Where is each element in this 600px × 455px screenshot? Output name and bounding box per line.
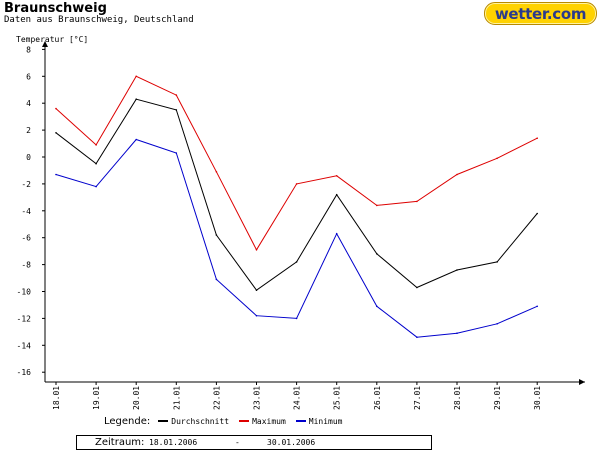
x-tick-label: 18.01	[52, 386, 61, 410]
y-tick-label: -10	[17, 288, 32, 297]
period-box: Zeitraum: 18.01.2006 - 30.01.2006	[76, 435, 432, 450]
y-tick-label: -12	[17, 314, 32, 323]
data-point-maximum	[135, 75, 137, 78]
data-point-minimum	[55, 173, 57, 176]
y-tick-label: -6	[21, 234, 31, 243]
y-tick-label: 8	[26, 45, 31, 54]
data-point-maximum	[376, 204, 378, 207]
x-tick-label: 19.01	[92, 386, 101, 410]
data-point-minimum	[416, 336, 418, 339]
period-label: Zeitraum:	[95, 437, 145, 448]
data-point-maximum	[536, 137, 538, 139]
data-point-minimum	[536, 305, 538, 308]
data-point-maximum	[215, 171, 218, 173]
period-from: 18.01.2006	[149, 438, 198, 447]
data-point-minimum	[496, 323, 498, 325]
data-point-minimum	[295, 317, 298, 320]
x-axis-arrow	[579, 379, 585, 385]
data-point-maximum	[255, 249, 258, 251]
data-point-minimum	[335, 232, 338, 235]
series-line-minimum	[55, 138, 538, 338]
data-point-maximum	[55, 107, 57, 110]
data-point-minimum	[175, 152, 178, 154]
legend-item-minimum: Minimum	[295, 416, 343, 426]
page-subtitle: Daten aus Braunschweig, Deutschland	[4, 15, 194, 25]
data-point-maximum	[295, 183, 298, 185]
y-axis-label: Temperatur [°C]	[16, 35, 89, 44]
data-point-maximum	[335, 175, 338, 177]
data-point-minimum	[456, 332, 458, 335]
data-point-durchschnitt	[295, 261, 298, 263]
data-point-durchschnitt	[416, 286, 418, 289]
x-tick-label: 22.01	[212, 386, 221, 410]
y-tick-label: 2	[26, 126, 31, 135]
y-tick-label: -2	[21, 180, 31, 189]
y-tick-label: 4	[26, 99, 31, 108]
data-point-durchschnitt	[255, 289, 258, 292]
x-tick-label: 27.01	[413, 386, 422, 410]
x-tick-label: 29.01	[493, 386, 502, 410]
legend-swatch-minimum	[295, 420, 306, 422]
data-point-minimum	[215, 278, 218, 281]
data-point-durchschnitt	[95, 162, 97, 165]
data-point-durchschnitt	[55, 132, 57, 134]
legend-item-durchschnitt: Durchschnitt	[158, 417, 229, 426]
period-separator: -	[235, 438, 240, 447]
data-point-maximum	[95, 144, 97, 146]
period-to: 30.01.2006	[267, 438, 316, 447]
y-tick-label: 6	[26, 72, 31, 81]
x-tick-label: 24.01	[293, 386, 302, 410]
data-point-maximum	[175, 94, 178, 96]
legend: Legende: Durchschnitt Maximum Minimum	[104, 415, 353, 427]
data-point-durchschnitt	[536, 212, 538, 215]
legend-title: Legende:	[104, 415, 151, 427]
y-tick-label: -4	[21, 207, 31, 216]
data-point-durchschnitt	[496, 261, 498, 263]
y-axis-arrow	[42, 41, 48, 47]
y-tick-label: -16	[17, 368, 32, 377]
x-tick-label: 30.01	[533, 386, 542, 410]
legend-label-maximum: Maximum	[252, 416, 286, 426]
y-tick-label: -8	[21, 261, 31, 270]
legend-swatch-maximum	[239, 420, 250, 422]
data-point-durchschnitt	[175, 109, 178, 111]
data-point-durchschnitt	[376, 253, 378, 255]
legend-label-minimum: Minimum	[308, 416, 343, 426]
data-point-durchschnitt	[135, 98, 137, 100]
data-point-maximum	[416, 200, 418, 203]
data-point-durchschnitt	[456, 269, 458, 271]
data-point-minimum	[376, 305, 378, 308]
x-tick-label: 28.01	[453, 386, 462, 410]
data-point-maximum	[496, 157, 498, 160]
legend-label-durchschnitt: Durchschnitt	[171, 416, 230, 426]
legend-swatch-durchschnitt	[158, 420, 169, 422]
x-tick-label: 20.01	[132, 386, 141, 410]
data-point-durchschnitt	[335, 193, 338, 196]
y-tick-label: 0	[26, 153, 31, 162]
data-point-minimum	[255, 314, 258, 317]
x-tick-label: 26.01	[373, 386, 382, 410]
data-point-minimum	[95, 185, 97, 188]
wetter-logo[interactable]: wetter.com	[484, 2, 597, 25]
legend-item-maximum: Maximum	[239, 417, 286, 426]
data-point-minimum	[135, 138, 137, 141]
x-tick-label: 23.01	[253, 386, 262, 410]
x-tick-label: 21.01	[172, 386, 181, 410]
x-tick-label: 25.01	[333, 386, 342, 410]
y-tick-label: -14	[17, 341, 32, 350]
data-point-maximum	[456, 173, 458, 176]
series-line-maximum	[55, 75, 538, 251]
data-point-durchschnitt	[215, 234, 218, 236]
page-title: Braunschweig	[4, 1, 107, 16]
